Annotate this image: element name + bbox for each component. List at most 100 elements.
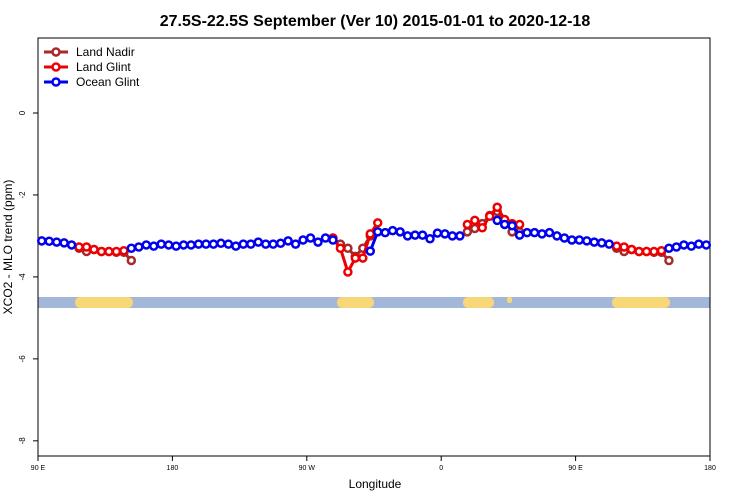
data-point <box>634 246 644 257</box>
data-point <box>619 242 629 252</box>
data-point <box>596 238 607 248</box>
data-point <box>402 231 413 241</box>
data-point <box>141 240 152 250</box>
data-point <box>51 237 62 247</box>
data-point <box>664 255 674 266</box>
chart-title: 27.5S-22.5S September (Ver 10) 2015-01-0… <box>160 13 591 30</box>
data-point <box>358 253 368 263</box>
x-tick-label: 90 E <box>568 465 583 472</box>
data-point <box>440 229 450 239</box>
data-point <box>365 246 376 256</box>
data-point <box>425 234 435 244</box>
data-point <box>328 235 338 245</box>
data-point <box>701 240 712 250</box>
data-point <box>380 227 390 238</box>
x-tick-label: 90 W <box>299 465 316 472</box>
data-point <box>350 253 361 263</box>
data-point <box>246 239 256 249</box>
data-point <box>447 231 458 241</box>
legend-marker <box>51 77 61 87</box>
x-axis-label: Longitude <box>349 477 402 491</box>
data-point <box>529 227 540 238</box>
data-point <box>208 239 219 249</box>
legend-label: Ocean Glint <box>76 75 140 89</box>
data-point <box>111 246 122 257</box>
data-point <box>671 242 682 252</box>
data-point <box>432 228 443 238</box>
series <box>36 215 712 256</box>
legend-marker <box>51 62 61 72</box>
land-strip <box>507 297 512 303</box>
data-point <box>36 236 47 246</box>
data-point <box>641 246 652 257</box>
data-point <box>305 233 316 243</box>
data-point <box>201 239 211 249</box>
data-point <box>455 231 465 241</box>
y-tick-label: -6 <box>18 355 27 363</box>
land-strip <box>75 297 133 308</box>
land-strip <box>612 297 670 308</box>
data-point <box>156 239 166 249</box>
data-point <box>679 240 689 250</box>
data-point <box>178 240 189 250</box>
data-point <box>186 240 196 250</box>
data-point <box>410 230 420 240</box>
legend-label: Land Glint <box>76 60 131 74</box>
y-axis-label: XCO2 - MLO trend (ppm) <box>1 180 15 315</box>
data-point <box>223 239 234 249</box>
data-point <box>216 238 226 249</box>
data-point <box>66 240 77 250</box>
data-point <box>253 237 264 247</box>
data-point <box>514 230 525 240</box>
data-point <box>589 237 600 247</box>
x-tick-label: 0 <box>439 465 443 472</box>
data-point <box>656 245 667 256</box>
data-point <box>664 243 674 253</box>
data-point <box>163 240 174 250</box>
data-point <box>582 236 592 246</box>
data-point <box>298 235 308 245</box>
data-point <box>477 222 488 233</box>
data-point <box>567 235 577 245</box>
data-point <box>193 239 204 249</box>
data-point <box>694 239 704 249</box>
legend-label: Land Nadir <box>76 45 135 59</box>
data-point <box>231 241 241 251</box>
data-point <box>320 233 331 243</box>
data-point <box>372 218 383 228</box>
land-strip <box>463 297 494 308</box>
data-point <box>335 243 346 253</box>
data-point <box>126 243 137 253</box>
data-point <box>260 239 271 249</box>
y-tick-label: -4 <box>18 273 27 281</box>
data-point <box>552 231 562 241</box>
data-point <box>89 244 99 255</box>
data-point <box>148 241 159 251</box>
data-point <box>470 215 480 226</box>
y-tick-label: 0 <box>18 110 27 115</box>
data-point <box>59 238 69 248</box>
data-point <box>484 211 495 222</box>
data-point <box>96 246 107 257</box>
series <box>74 202 667 277</box>
data-point <box>544 227 555 238</box>
data-point <box>372 227 383 237</box>
data-point <box>387 225 398 236</box>
data-point <box>462 227 473 237</box>
data-point <box>462 219 473 230</box>
data-point <box>559 233 570 243</box>
land-mask <box>38 297 710 308</box>
data-point <box>626 244 637 255</box>
data-point <box>499 219 510 230</box>
data-point <box>126 255 137 266</box>
data-point <box>104 246 114 257</box>
data-point <box>395 227 405 237</box>
data-point <box>649 246 659 257</box>
data-point <box>574 235 585 245</box>
data-point <box>507 220 517 231</box>
data-point <box>343 267 353 277</box>
data-point <box>537 229 547 239</box>
data-point <box>44 236 54 247</box>
data-point <box>343 243 353 253</box>
